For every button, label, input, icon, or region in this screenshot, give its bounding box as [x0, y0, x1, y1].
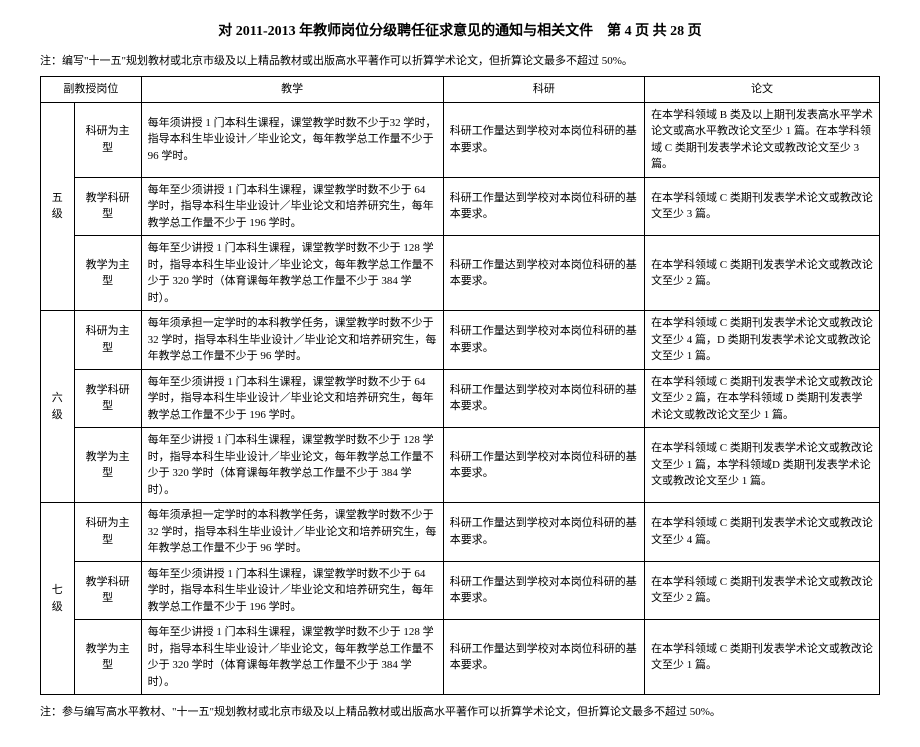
- teaching-cell: 每年至少讲授 1 门本科生课程，课堂教学时数不少于 128 学时，指导本科生毕业…: [141, 236, 443, 311]
- header-research: 科研: [443, 77, 644, 103]
- table-row: 教学为主型每年至少讲授 1 门本科生课程，课堂教学时数不少于 128 学时，指导…: [41, 620, 880, 695]
- type-cell: 教学科研型: [74, 177, 141, 236]
- type-cell: 科研为主型: [74, 311, 141, 370]
- type-cell: 教学为主型: [74, 620, 141, 695]
- table-row: 教学为主型每年至少讲授 1 门本科生课程，课堂教学时数不少于 128 学时，指导…: [41, 236, 880, 311]
- research-cell: 科研工作量达到学校对本岗位科研的基本要求。: [443, 236, 644, 311]
- paper-cell: 在本学科领域 C 类期刊发表学术论文或教改论文至少 2 篇。: [645, 561, 880, 620]
- teaching-cell: 每年至少须讲授 1 门本科生课程，课堂教学时数不少于 64 学时，指导本科生毕业…: [141, 177, 443, 236]
- teaching-cell: 每年至少讲授 1 门本科生课程，课堂教学时数不少于 128 学时，指导本科生毕业…: [141, 620, 443, 695]
- header-paper: 论文: [645, 77, 880, 103]
- page-title: 对 2011-2013 年教师岗位分级聘任征求意见的通知与相关文件 第 4 页 …: [40, 20, 880, 40]
- paper-cell: 在本学科领域 C 类期刊发表学术论文或教改论文至少 4 篇。: [645, 503, 880, 562]
- table-row: 教学为主型每年至少讲授 1 门本科生课程，课堂教学时数不少于 128 学时，指导…: [41, 428, 880, 503]
- paper-cell: 在本学科领域 C 类期刊发表学术论文或教改论文至少 1 篇，本学科领域D 类期刊…: [645, 428, 880, 503]
- paper-cell: 在本学科领域 B 类及以上期刊发表高水平学术论文或高水平教改论文至少 1 篇。在…: [645, 102, 880, 177]
- requirements-table: 副教授岗位 教学 科研 论文 五级科研为主型每年须讲授 1 门本科生课程，课堂教…: [40, 76, 880, 695]
- research-cell: 科研工作量达到学校对本岗位科研的基本要求。: [443, 561, 644, 620]
- type-cell: 教学为主型: [74, 236, 141, 311]
- type-cell: 教学科研型: [74, 561, 141, 620]
- table-row: 教学科研型每年至少须讲授 1 门本科生课程，课堂教学时数不少于 64 学时，指导…: [41, 369, 880, 428]
- research-cell: 科研工作量达到学校对本岗位科研的基本要求。: [443, 102, 644, 177]
- paper-cell: 在本学科领域 C 类期刊发表学术论文或教改论文至少 2 篇。: [645, 236, 880, 311]
- research-cell: 科研工作量达到学校对本岗位科研的基本要求。: [443, 428, 644, 503]
- paper-cell: 在本学科领域 C 类期刊发表学术论文或教改论文至少 1 篇。: [645, 620, 880, 695]
- header-teaching: 教学: [141, 77, 443, 103]
- teaching-cell: 每年须承担一定学时的本科教学任务，课堂教学时数不少于 32 学时，指导本科生毕业…: [141, 311, 443, 370]
- type-cell: 科研为主型: [74, 503, 141, 562]
- research-cell: 科研工作量达到学校对本岗位科研的基本要求。: [443, 620, 644, 695]
- research-cell: 科研工作量达到学校对本岗位科研的基本要求。: [443, 369, 644, 428]
- type-cell: 教学为主型: [74, 428, 141, 503]
- research-cell: 科研工作量达到学校对本岗位科研的基本要求。: [443, 311, 644, 370]
- table-row: 七级科研为主型每年须承担一定学时的本科教学任务，课堂教学时数不少于 32 学时，…: [41, 503, 880, 562]
- header-position: 副教授岗位: [41, 77, 142, 103]
- teaching-cell: 每年至少讲授 1 门本科生课程，课堂教学时数不少于 128 学时，指导本科生毕业…: [141, 428, 443, 503]
- table-row: 五级科研为主型每年须讲授 1 门本科生课程，课堂教学时数不少于32 学时，指导本…: [41, 102, 880, 177]
- paper-cell: 在本学科领域 C 类期刊发表学术论文或教改论文至少 3 篇。: [645, 177, 880, 236]
- teaching-cell: 每年须讲授 1 门本科生课程，课堂教学时数不少于32 学时，指导本科生毕业设计／…: [141, 102, 443, 177]
- type-cell: 科研为主型: [74, 102, 141, 177]
- type-cell: 教学科研型: [74, 369, 141, 428]
- note-bottom: 注：参与编写高水平教材、"十一五"规划教材或北京市级及以上精品教材或出版高水平著…: [40, 703, 880, 719]
- table-row: 六级科研为主型每年须承担一定学时的本科教学任务，课堂教学时数不少于 32 学时，…: [41, 311, 880, 370]
- note-top: 注：编写"十一五"规划教材或北京市级及以上精品教材或出版高水平著作可以折算学术论…: [40, 52, 880, 68]
- table-row: 教学科研型每年至少须讲授 1 门本科生课程，课堂教学时数不少于 64 学时，指导…: [41, 177, 880, 236]
- teaching-cell: 每年至少须讲授 1 门本科生课程，课堂教学时数不少于 64 学时，指导本科生毕业…: [141, 561, 443, 620]
- research-cell: 科研工作量达到学校对本岗位科研的基本要求。: [443, 503, 644, 562]
- level-cell: 六级: [41, 311, 75, 503]
- table-row: 教学科研型每年至少须讲授 1 门本科生课程，课堂教学时数不少于 64 学时，指导…: [41, 561, 880, 620]
- research-cell: 科研工作量达到学校对本岗位科研的基本要求。: [443, 177, 644, 236]
- level-cell: 七级: [41, 503, 75, 695]
- teaching-cell: 每年至少须讲授 1 门本科生课程，课堂教学时数不少于 64 学时，指导本科生毕业…: [141, 369, 443, 428]
- paper-cell: 在本学科领域 C 类期刊发表学术论文或教改论文至少 2 篇，在本学科领域 D 类…: [645, 369, 880, 428]
- level-cell: 五级: [41, 102, 75, 311]
- paper-cell: 在本学科领域 C 类期刊发表学术论文或教改论文至少 4 篇，D 类期刊发表学术论…: [645, 311, 880, 370]
- table-header-row: 副教授岗位 教学 科研 论文: [41, 77, 880, 103]
- teaching-cell: 每年须承担一定学时的本科教学任务，课堂教学时数不少于 32 学时，指导本科生毕业…: [141, 503, 443, 562]
